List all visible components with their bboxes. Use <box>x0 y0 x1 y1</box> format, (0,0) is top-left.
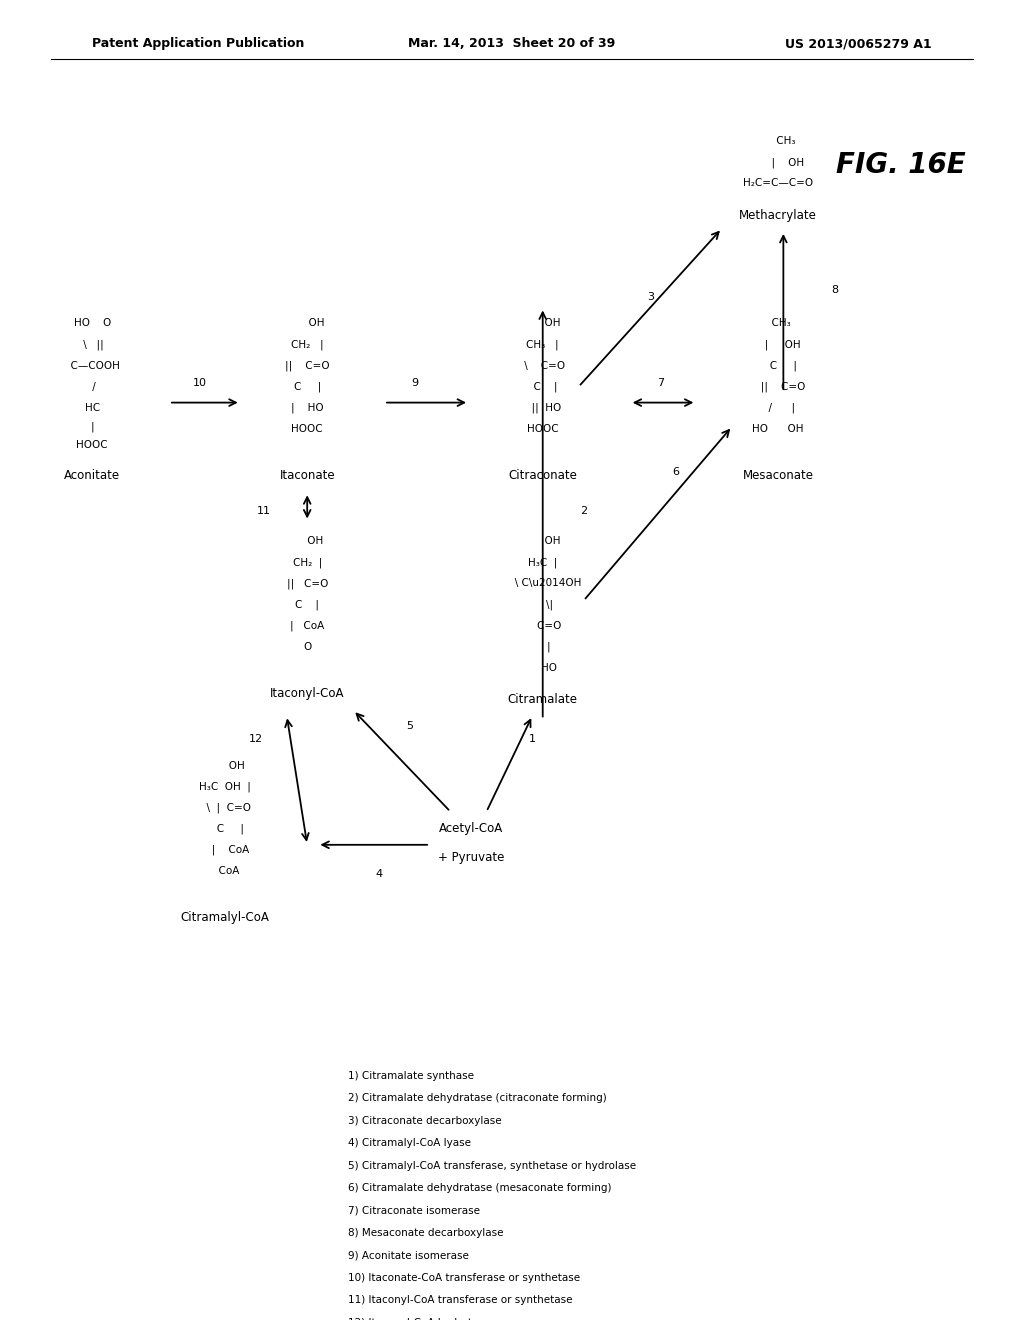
Text: OH: OH <box>291 536 324 546</box>
Text: 12: 12 <box>249 734 263 744</box>
Text: + Pyruvate: + Pyruvate <box>438 851 504 865</box>
Text: Aconitate: Aconitate <box>65 469 120 482</box>
Text: \    C=O: \ C=O <box>520 360 565 371</box>
Text: CH₂  |: CH₂ | <box>293 557 322 568</box>
Text: HOOC: HOOC <box>77 440 108 450</box>
Text: CH₂   |: CH₂ | <box>291 339 324 350</box>
Text: 8: 8 <box>831 285 838 296</box>
Text: Citramalyl-CoA: Citramalyl-CoA <box>181 911 269 924</box>
Text: HC: HC <box>85 403 99 413</box>
Text: \ C\u2014OH: \ C\u2014OH <box>505 578 581 589</box>
Text: Acetyl-CoA: Acetyl-CoA <box>439 822 503 836</box>
Text: C—COOH: C—COOH <box>65 360 120 371</box>
Text: 9) Aconitate isomerase: 9) Aconitate isomerase <box>348 1250 469 1261</box>
Text: 4: 4 <box>376 869 382 879</box>
Text: 3: 3 <box>647 292 653 302</box>
Text: HO      OH: HO OH <box>753 424 804 434</box>
Text: FIG. 16E: FIG. 16E <box>837 150 966 180</box>
Text: Citramalate: Citramalate <box>508 693 578 706</box>
Text: OH: OH <box>290 318 325 329</box>
Text: 11) Itaconyl-CoA transferase or synthetase: 11) Itaconyl-CoA transferase or syntheta… <box>348 1295 572 1305</box>
Text: HO: HO <box>528 663 557 673</box>
Text: HOOC: HOOC <box>527 424 558 434</box>
Text: |    HO: | HO <box>291 403 324 413</box>
Text: 8) Mesaconate decarboxylase: 8) Mesaconate decarboxylase <box>348 1228 504 1238</box>
Text: H₃C  |: H₃C | <box>528 557 557 568</box>
Text: /: / <box>89 381 95 392</box>
Text: 6: 6 <box>673 467 679 477</box>
Text: |: | <box>535 642 551 652</box>
Text: 10: 10 <box>193 378 207 388</box>
Text: OH: OH <box>525 536 560 546</box>
Text: CH₃   |: CH₃ | <box>526 339 559 350</box>
Text: CH₃: CH₃ <box>765 318 792 329</box>
Text: HO    O: HO O <box>74 318 111 329</box>
Text: Itaconate: Itaconate <box>280 469 335 482</box>
Text: |    OH: | OH <box>753 157 804 168</box>
Text: Mesaconate: Mesaconate <box>742 469 814 482</box>
Text: H₃C  OH  |: H₃C OH | <box>200 781 251 792</box>
Text: 7) Citraconate isomerase: 7) Citraconate isomerase <box>348 1205 480 1216</box>
Text: 11: 11 <box>257 507 271 516</box>
Text: 7: 7 <box>657 378 664 388</box>
Text: Itaconyl-CoA: Itaconyl-CoA <box>270 686 344 700</box>
Text: CH₃: CH₃ <box>761 136 796 147</box>
Text: |     OH: | OH <box>756 339 801 350</box>
Text: Methacrylate: Methacrylate <box>739 209 817 222</box>
Text: C=O: C=O <box>524 620 561 631</box>
Text: 3) Citraconate decarboxylase: 3) Citraconate decarboxylase <box>348 1115 502 1126</box>
Text: 5) Citramalyl-CoA transferase, synthetase or hydrolase: 5) Citramalyl-CoA transferase, synthetas… <box>348 1160 636 1171</box>
Text: 1: 1 <box>529 734 536 744</box>
Text: ||   C=O: || C=O <box>287 578 328 589</box>
Text: \|: \| <box>532 599 553 610</box>
Text: 6) Citramalate dehydratase (mesaconate forming): 6) Citramalate dehydratase (mesaconate f… <box>348 1183 611 1193</box>
Text: |   CoA: | CoA <box>290 620 325 631</box>
Text: C     |: C | <box>207 824 244 834</box>
Text: C     |: C | <box>294 381 321 392</box>
Text: US 2013/0065279 A1: US 2013/0065279 A1 <box>785 37 932 50</box>
Text: \  |  C=O: \ | C=O <box>200 803 251 813</box>
Text: Patent Application Publication: Patent Application Publication <box>92 37 304 50</box>
Text: C    |: C | <box>527 381 558 392</box>
Text: |: | <box>90 421 94 432</box>
Text: CoA: CoA <box>212 866 239 876</box>
Text: 5: 5 <box>407 721 413 731</box>
Text: 1) Citramalate synthase: 1) Citramalate synthase <box>348 1071 474 1081</box>
Text: C    |: C | <box>295 599 319 610</box>
Text: ||    C=O: || C=O <box>751 381 806 392</box>
Text: 10) Itaconate-CoA transferase or synthetase: 10) Itaconate-CoA transferase or synthet… <box>348 1272 581 1283</box>
Text: C     |: C | <box>760 360 797 371</box>
Text: Mar. 14, 2013  Sheet 20 of 39: Mar. 14, 2013 Sheet 20 of 39 <box>409 37 615 50</box>
Text: |    CoA: | CoA <box>202 845 249 855</box>
Text: OH: OH <box>525 318 560 329</box>
Text: O: O <box>303 642 311 652</box>
Text: OH: OH <box>206 760 245 771</box>
Text: H₂C=C—C=O: H₂C=C—C=O <box>743 178 813 189</box>
Text: 9: 9 <box>412 378 418 388</box>
Text: 4) Citramalyl-CoA lyase: 4) Citramalyl-CoA lyase <box>348 1138 471 1148</box>
Text: \   ||: \ || <box>80 339 104 350</box>
Text: ||  HO: || HO <box>524 403 561 413</box>
Text: 12) Itaconyl-CoA hydratase: 12) Itaconyl-CoA hydratase <box>348 1317 490 1320</box>
Text: /      |: / | <box>762 403 795 413</box>
Text: Citraconate: Citraconate <box>508 469 578 482</box>
Text: ||    C=O: || C=O <box>285 360 330 371</box>
Text: 2) Citramalate dehydratase (citraconate forming): 2) Citramalate dehydratase (citraconate … <box>348 1093 607 1104</box>
Text: 2: 2 <box>581 507 587 516</box>
Text: HOOC: HOOC <box>292 424 323 434</box>
